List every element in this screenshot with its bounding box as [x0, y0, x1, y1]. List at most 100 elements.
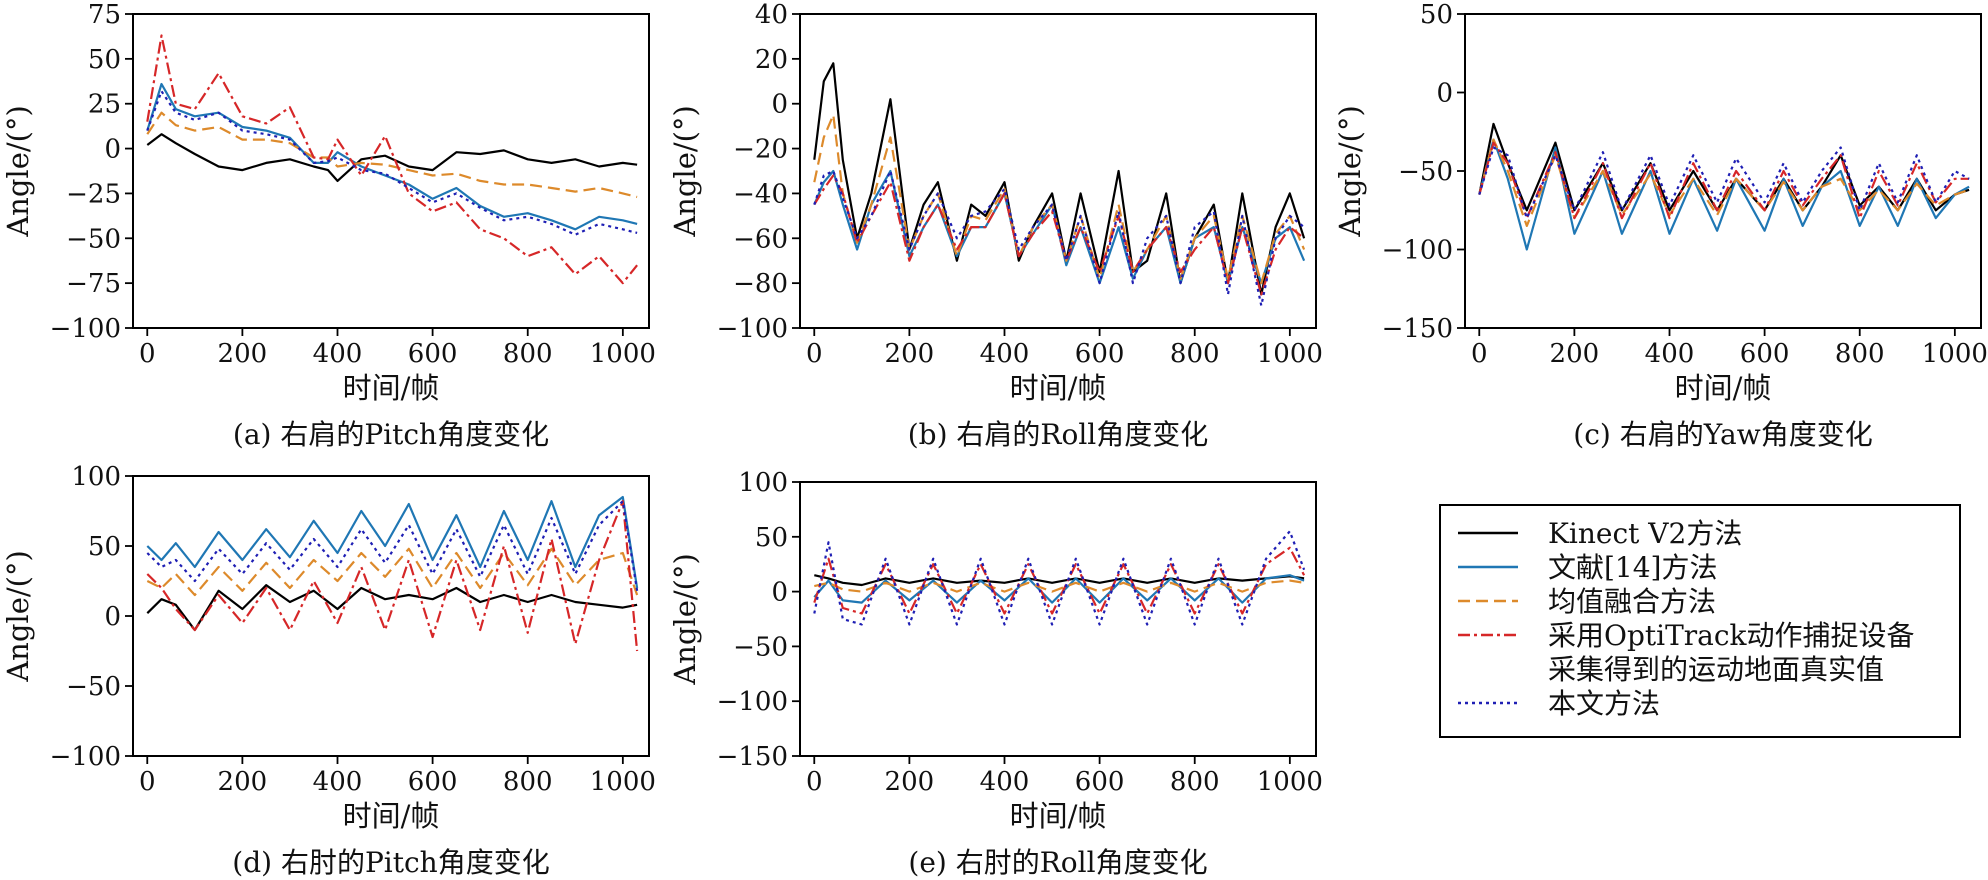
x-tick-label: 1000 — [1257, 339, 1323, 369]
panel-caption: (b) 右肩的Roll角度变化 — [908, 418, 1209, 451]
x-tick-label: 0 — [1471, 339, 1488, 369]
series-line-4 — [146, 500, 639, 652]
y-axis-title: Angle/(°) — [1, 550, 35, 683]
y-tick-label: 100 — [71, 462, 121, 492]
plot-frame — [799, 481, 1317, 757]
x-tick-label: 1000 — [1257, 767, 1323, 797]
y-tick-label: 0 — [771, 90, 788, 120]
y-axis-title: Angle/(°) — [668, 105, 702, 238]
x-tick-label: 200 — [1550, 339, 1600, 369]
x-tick-label: 600 — [1075, 767, 1125, 797]
x-tick-label: 800 — [1170, 767, 1220, 797]
y-tick-label: 0 — [1436, 79, 1453, 109]
series-line-4 — [1478, 141, 1970, 220]
y-tick-label: −25 — [66, 179, 121, 209]
x-tick-label: 600 — [1075, 339, 1125, 369]
x-tick-label: 400 — [980, 767, 1030, 797]
y-tick-label: −100 — [717, 687, 788, 717]
y-tick-label: 20 — [755, 45, 788, 75]
y-tick-label: 40 — [755, 0, 788, 30]
legend-label: 采用OptiTrack动作捕捉设备 — [1548, 619, 1915, 652]
y-axis-title: Angle/(°) — [668, 553, 702, 686]
series-group — [813, 62, 1306, 307]
series-line-5 — [146, 500, 639, 591]
chart-panel-2: 0 200 400 600 800 1000 −100 −80 −60 −40 −20 0 20 40 时间… — [668, 0, 1323, 451]
series-line-1 — [146, 133, 638, 182]
x-tick-label: 0 — [139, 767, 156, 797]
y-axis-title: Angle/(°) — [1333, 105, 1367, 238]
series-line-2 — [146, 495, 639, 589]
y-tick-label: −75 — [66, 269, 121, 299]
y-tick-label: −60 — [733, 224, 788, 254]
x-axis-title: 时间/帧 — [1010, 799, 1107, 833]
legend-frame — [1439, 504, 1961, 738]
x-tick-label: 1000 — [590, 339, 656, 369]
legend-label: 文献[14]方法 — [1548, 551, 1717, 584]
series-line-5 — [146, 90, 638, 236]
x-tick-label: 400 — [313, 767, 363, 797]
y-tick-label: −50 — [733, 632, 788, 662]
x-tick-label: 1000 — [1922, 339, 1988, 369]
series-line-3 — [814, 579, 1305, 593]
series-line-3 — [813, 113, 1306, 285]
y-tick-label: 100 — [738, 468, 788, 498]
series-line-3 — [146, 547, 639, 597]
y-tick-label: 25 — [88, 90, 121, 120]
y-tick-label: −50 — [66, 672, 121, 702]
series-group — [146, 495, 639, 652]
series-group — [1478, 122, 1970, 251]
series-line-1 — [813, 62, 1306, 296]
series-line-4 — [146, 34, 638, 285]
x-tick-label: 0 — [806, 339, 823, 369]
x-tick-label: 200 — [885, 339, 935, 369]
x-tick-label: 400 — [313, 339, 363, 369]
y-tick-label: 50 — [88, 45, 121, 75]
y-axis-title: Angle/(°) — [1, 105, 35, 238]
series-line-5 — [813, 169, 1305, 307]
x-tick-label: 600 — [1740, 339, 1790, 369]
y-tick-label: −40 — [733, 179, 788, 209]
x-tick-label: 400 — [980, 339, 1030, 369]
series-group — [146, 34, 638, 285]
panel-caption: (e) 右肘的Roll角度变化 — [908, 846, 1207, 879]
x-tick-label: 200 — [218, 339, 268, 369]
y-tick-label: −100 — [1382, 236, 1453, 266]
panel-caption: (c) 右肩的Yaw角度变化 — [1573, 418, 1872, 451]
x-tick-label: 200 — [218, 767, 268, 797]
chart-panel-4: 0 200 400 600 800 1000 −100 −50 0 50 100 时间/帧 Angle/… — [1, 462, 656, 879]
chart-panel-3: 0 200 400 600 800 1000 −150 −100 −50 0 50 时间/帧 Angle… — [1333, 0, 1988, 451]
plot-frame — [132, 13, 650, 329]
series-group — [813, 530, 1306, 626]
x-tick-label: 200 — [885, 767, 935, 797]
series-line-2 — [146, 82, 638, 231]
series-line-5 — [813, 530, 1306, 626]
y-tick-label: −100 — [50, 314, 121, 344]
x-tick-label: 1000 — [590, 767, 656, 797]
legend-label: 采集得到的运动地面真实值 — [1548, 653, 1884, 686]
series-line-5 — [1478, 146, 1970, 220]
legend-label: 均值融合方法 — [1548, 585, 1716, 618]
y-tick-label: −80 — [733, 269, 788, 299]
y-tick-label: 75 — [88, 0, 121, 30]
y-tick-label: 0 — [771, 578, 788, 608]
y-tick-label: 50 — [88, 532, 121, 562]
legend-label: Kinect V2方法 — [1548, 517, 1742, 550]
panel-caption: (d) 右肘的Pitch角度变化 — [232, 846, 549, 879]
x-tick-label: 800 — [1835, 339, 1885, 369]
y-tick-label: −150 — [1382, 314, 1453, 344]
y-tick-label: −100 — [50, 742, 121, 772]
plot-frame — [799, 13, 1317, 329]
x-axis-title: 时间/帧 — [1675, 371, 1772, 405]
x-tick-label: 0 — [139, 339, 156, 369]
series-line-1 — [146, 584, 638, 632]
x-tick-label: 800 — [503, 339, 553, 369]
x-tick-label: 400 — [1645, 339, 1695, 369]
y-tick-label: −150 — [717, 742, 788, 772]
series-line-3 — [146, 111, 638, 199]
panel-caption: (a) 右肩的Pitch角度变化 — [233, 418, 549, 451]
y-tick-label: 50 — [1420, 0, 1453, 30]
x-tick-label: 600 — [408, 339, 458, 369]
y-tick-label: 50 — [755, 523, 788, 553]
